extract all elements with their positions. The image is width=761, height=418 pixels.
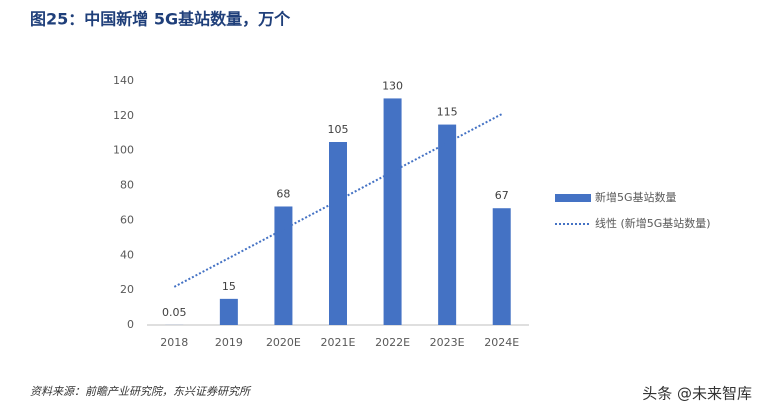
- watermark: 头条 @未来智库: [642, 385, 752, 403]
- trend-line: [173, 113, 503, 288]
- x-tick-label: 2022E: [375, 336, 410, 349]
- legend-swatch: [555, 194, 591, 202]
- bar: [438, 124, 457, 325]
- value-label: 67: [495, 189, 509, 202]
- source-note: 资料来源：前瞻产业研究院，东兴证券研究所: [30, 385, 252, 398]
- value-label: 15: [222, 280, 236, 293]
- bar: [274, 206, 293, 325]
- x-tick-label: 2021E: [321, 336, 356, 349]
- bar: [329, 142, 347, 325]
- x-tick-label: 2024E: [484, 336, 519, 349]
- y-tick-label: 0: [127, 318, 134, 331]
- bar: [383, 98, 402, 325]
- legend-label: 新增5G基站数量: [595, 190, 677, 204]
- x-tick-label: 2019: [215, 336, 243, 349]
- y-tick-label: 80: [120, 179, 134, 192]
- value-label: 130: [382, 79, 403, 92]
- value-label: 68: [276, 187, 290, 200]
- y-tick-label: 20: [120, 283, 134, 296]
- y-tick-label: 140: [113, 74, 134, 87]
- value-label: 115: [437, 106, 458, 119]
- legend-label: 线性 (新增5G基站数量): [595, 216, 711, 230]
- y-tick-label: 120: [113, 109, 134, 122]
- x-tick-label: 2020E: [266, 336, 301, 349]
- y-tick-label: 60: [120, 213, 134, 226]
- y-tick-label: 100: [113, 144, 134, 157]
- bar: [492, 208, 511, 325]
- x-tick-label: 2018: [160, 336, 188, 349]
- bar: [219, 298, 238, 325]
- x-tick-label: 2023E: [430, 336, 465, 349]
- y-tick-label: 40: [120, 248, 134, 261]
- chart-title: 图25：中国新增 5G基站数量，万个: [30, 10, 291, 29]
- value-label: 0.05: [162, 306, 187, 319]
- value-label: 105: [328, 123, 349, 136]
